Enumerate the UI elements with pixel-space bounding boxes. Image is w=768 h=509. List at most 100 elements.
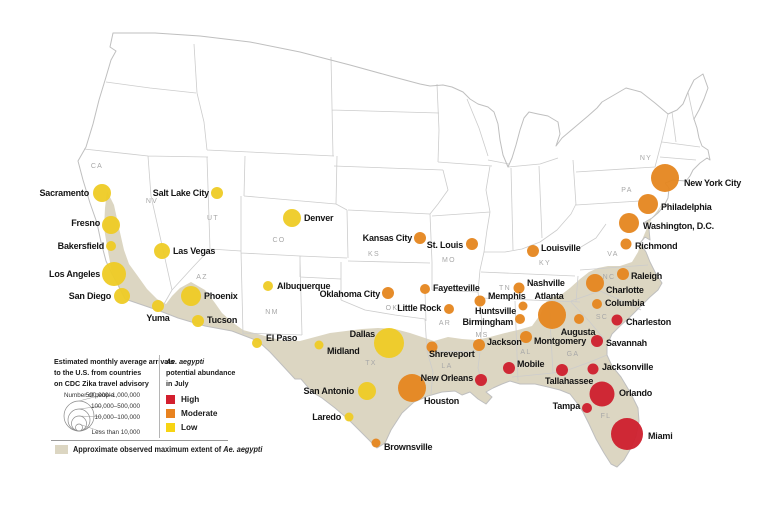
city-label-san-diego: San Diego bbox=[69, 291, 112, 301]
city-label-salt-lake-city: Salt Lake City bbox=[153, 188, 209, 198]
city-circle-albuquerque bbox=[263, 281, 273, 291]
city-label-oklahoma-city: Oklahoma City bbox=[320, 289, 381, 299]
city-label-memphis: Memphis bbox=[488, 291, 526, 301]
state-label-ms: MS bbox=[475, 332, 488, 339]
aegypti-extent-region bbox=[104, 191, 662, 467]
city-circle-louisville bbox=[527, 245, 539, 257]
legend-divider bbox=[159, 355, 160, 438]
state-label-mo: MO bbox=[442, 257, 456, 264]
city-circle-denver bbox=[283, 209, 301, 227]
city-circle-salt-lake-city bbox=[211, 187, 223, 199]
city-circle-jackson bbox=[473, 339, 485, 351]
city-label-st-louis: St. Louis bbox=[427, 240, 463, 250]
city-circle-tallahassee bbox=[556, 364, 568, 376]
us-outline bbox=[77, 32, 711, 468]
city-label-laredo: Laredo bbox=[312, 412, 342, 422]
city-circle-sacramento bbox=[93, 184, 111, 202]
state-label-ut: UT bbox=[207, 215, 219, 222]
city-label-fayetteville: Fayetteville bbox=[433, 283, 480, 293]
city-label-shreveport: Shreveport bbox=[429, 349, 475, 359]
extent-swatch bbox=[55, 445, 68, 454]
state-label-nc: NC bbox=[603, 274, 616, 281]
city-circle-las-vegas bbox=[154, 243, 170, 259]
state-label-nm: NM bbox=[265, 309, 279, 316]
city-label-louisville: Louisville bbox=[541, 243, 581, 253]
city-label-mobile: Mobile bbox=[517, 359, 544, 369]
city-circle-tucson bbox=[192, 315, 204, 327]
state-label-al: AL bbox=[520, 349, 531, 356]
legend-rule bbox=[51, 440, 228, 441]
city-circle-el-paso bbox=[252, 338, 262, 348]
abundance-row-moderate: Moderate bbox=[166, 409, 246, 418]
city-label-el-paso: El Paso bbox=[266, 333, 298, 343]
city-circle-houston bbox=[398, 374, 426, 402]
city-label-washington-d-c: Washington, D.C. bbox=[643, 221, 714, 231]
city-circle-st-louis bbox=[466, 238, 478, 250]
size-legend-label-1: 100,000–500,000 bbox=[91, 403, 141, 410]
number-of-people-caption: Number of people bbox=[64, 392, 115, 399]
city-circle-orlando bbox=[589, 381, 615, 407]
city-circle-oklahoma-city bbox=[382, 287, 394, 299]
city-label-atlanta: Atlanta bbox=[534, 291, 564, 301]
city-circle-brownsville bbox=[371, 438, 381, 448]
abundance-swatch-high bbox=[166, 395, 175, 404]
city-circle-birmingham bbox=[515, 314, 525, 324]
abundance-legend-title: Ae. aegypti potential abundance in July bbox=[166, 357, 236, 388]
legend: Estimated monthly average arrivals to th… bbox=[48, 352, 262, 467]
city-label-birmingham: Birmingham bbox=[462, 317, 513, 327]
state-label-la: LA bbox=[441, 363, 452, 370]
city-label-augusta: Augusta bbox=[561, 327, 597, 337]
city-label-san-antonio: San Antonio bbox=[304, 386, 355, 396]
city-label-miami: Miami bbox=[648, 431, 673, 441]
city-circle-los-angeles bbox=[102, 262, 126, 286]
state-label-ga: GA bbox=[567, 351, 580, 358]
state-label-pa: PA bbox=[621, 187, 632, 194]
city-label-montgomery: Montgomery bbox=[534, 336, 586, 346]
state-label-sc: SC bbox=[596, 314, 608, 321]
size-legend-circle-2 bbox=[71, 415, 87, 432]
state-label-va: VA bbox=[607, 251, 618, 258]
city-circle-atlanta bbox=[538, 301, 566, 329]
city-label-denver: Denver bbox=[304, 213, 334, 223]
abundance-swatch-moderate bbox=[166, 409, 175, 418]
abundance-row-high: High bbox=[166, 395, 246, 404]
abundance-swatch-low bbox=[166, 423, 175, 432]
city-circle-midland bbox=[314, 340, 324, 350]
state-label-ky: KY bbox=[539, 260, 551, 267]
state-labels: CA NV UT AZ CO NM KS MO OK AR TX LA MS AL GA FL TN KY VA NC… bbox=[91, 155, 652, 420]
city-label-bakersfield: Bakersfield bbox=[58, 241, 104, 251]
city-circle-san-antonio bbox=[358, 382, 376, 400]
city-label-jacksonville: Jacksonville bbox=[602, 362, 653, 372]
size-legend-label-0: 500,000–1,000,000 bbox=[86, 392, 141, 399]
city-circle-kansas-city bbox=[414, 232, 426, 244]
city-label-fresno: Fresno bbox=[71, 218, 101, 228]
city-label-savannah: Savannah bbox=[606, 338, 647, 348]
state-label-ks: KS bbox=[368, 251, 380, 258]
city-circle-columbia bbox=[592, 299, 602, 309]
city-circle-charleston bbox=[611, 314, 623, 326]
city-circle-tampa bbox=[582, 403, 592, 413]
abundance-row-low: Low bbox=[166, 423, 246, 432]
city-label-little-rock: Little Rock bbox=[397, 303, 442, 313]
city-label-dallas: Dallas bbox=[350, 329, 376, 339]
size-legend-circle-1 bbox=[67, 408, 91, 432]
city-label-albuquerque: Albuquerque bbox=[277, 281, 330, 291]
state-label-ny: NY bbox=[640, 155, 652, 162]
city-label-brownsville: Brownsville bbox=[384, 442, 433, 452]
city-circle-new-orleans bbox=[475, 374, 487, 386]
state-label-fl: FL bbox=[601, 413, 612, 420]
city-label-yuma: Yuma bbox=[146, 313, 170, 323]
city-circle-nashville bbox=[513, 282, 525, 294]
city-circle-augusta bbox=[574, 314, 584, 324]
city-circle-new-york-city bbox=[651, 164, 679, 192]
extent-legend-label: Approximate observed maximum extent of A… bbox=[73, 445, 263, 454]
city-circle-phoenix bbox=[181, 286, 201, 306]
city-label-tallahassee: Tallahassee bbox=[545, 376, 593, 386]
state-label-tn: TN bbox=[499, 285, 511, 292]
city-circle-huntsville bbox=[518, 301, 528, 311]
arrivals-legend: Estimated monthly average arrivals to th… bbox=[54, 356, 174, 446]
city-label-richmond: Richmond bbox=[635, 241, 677, 251]
